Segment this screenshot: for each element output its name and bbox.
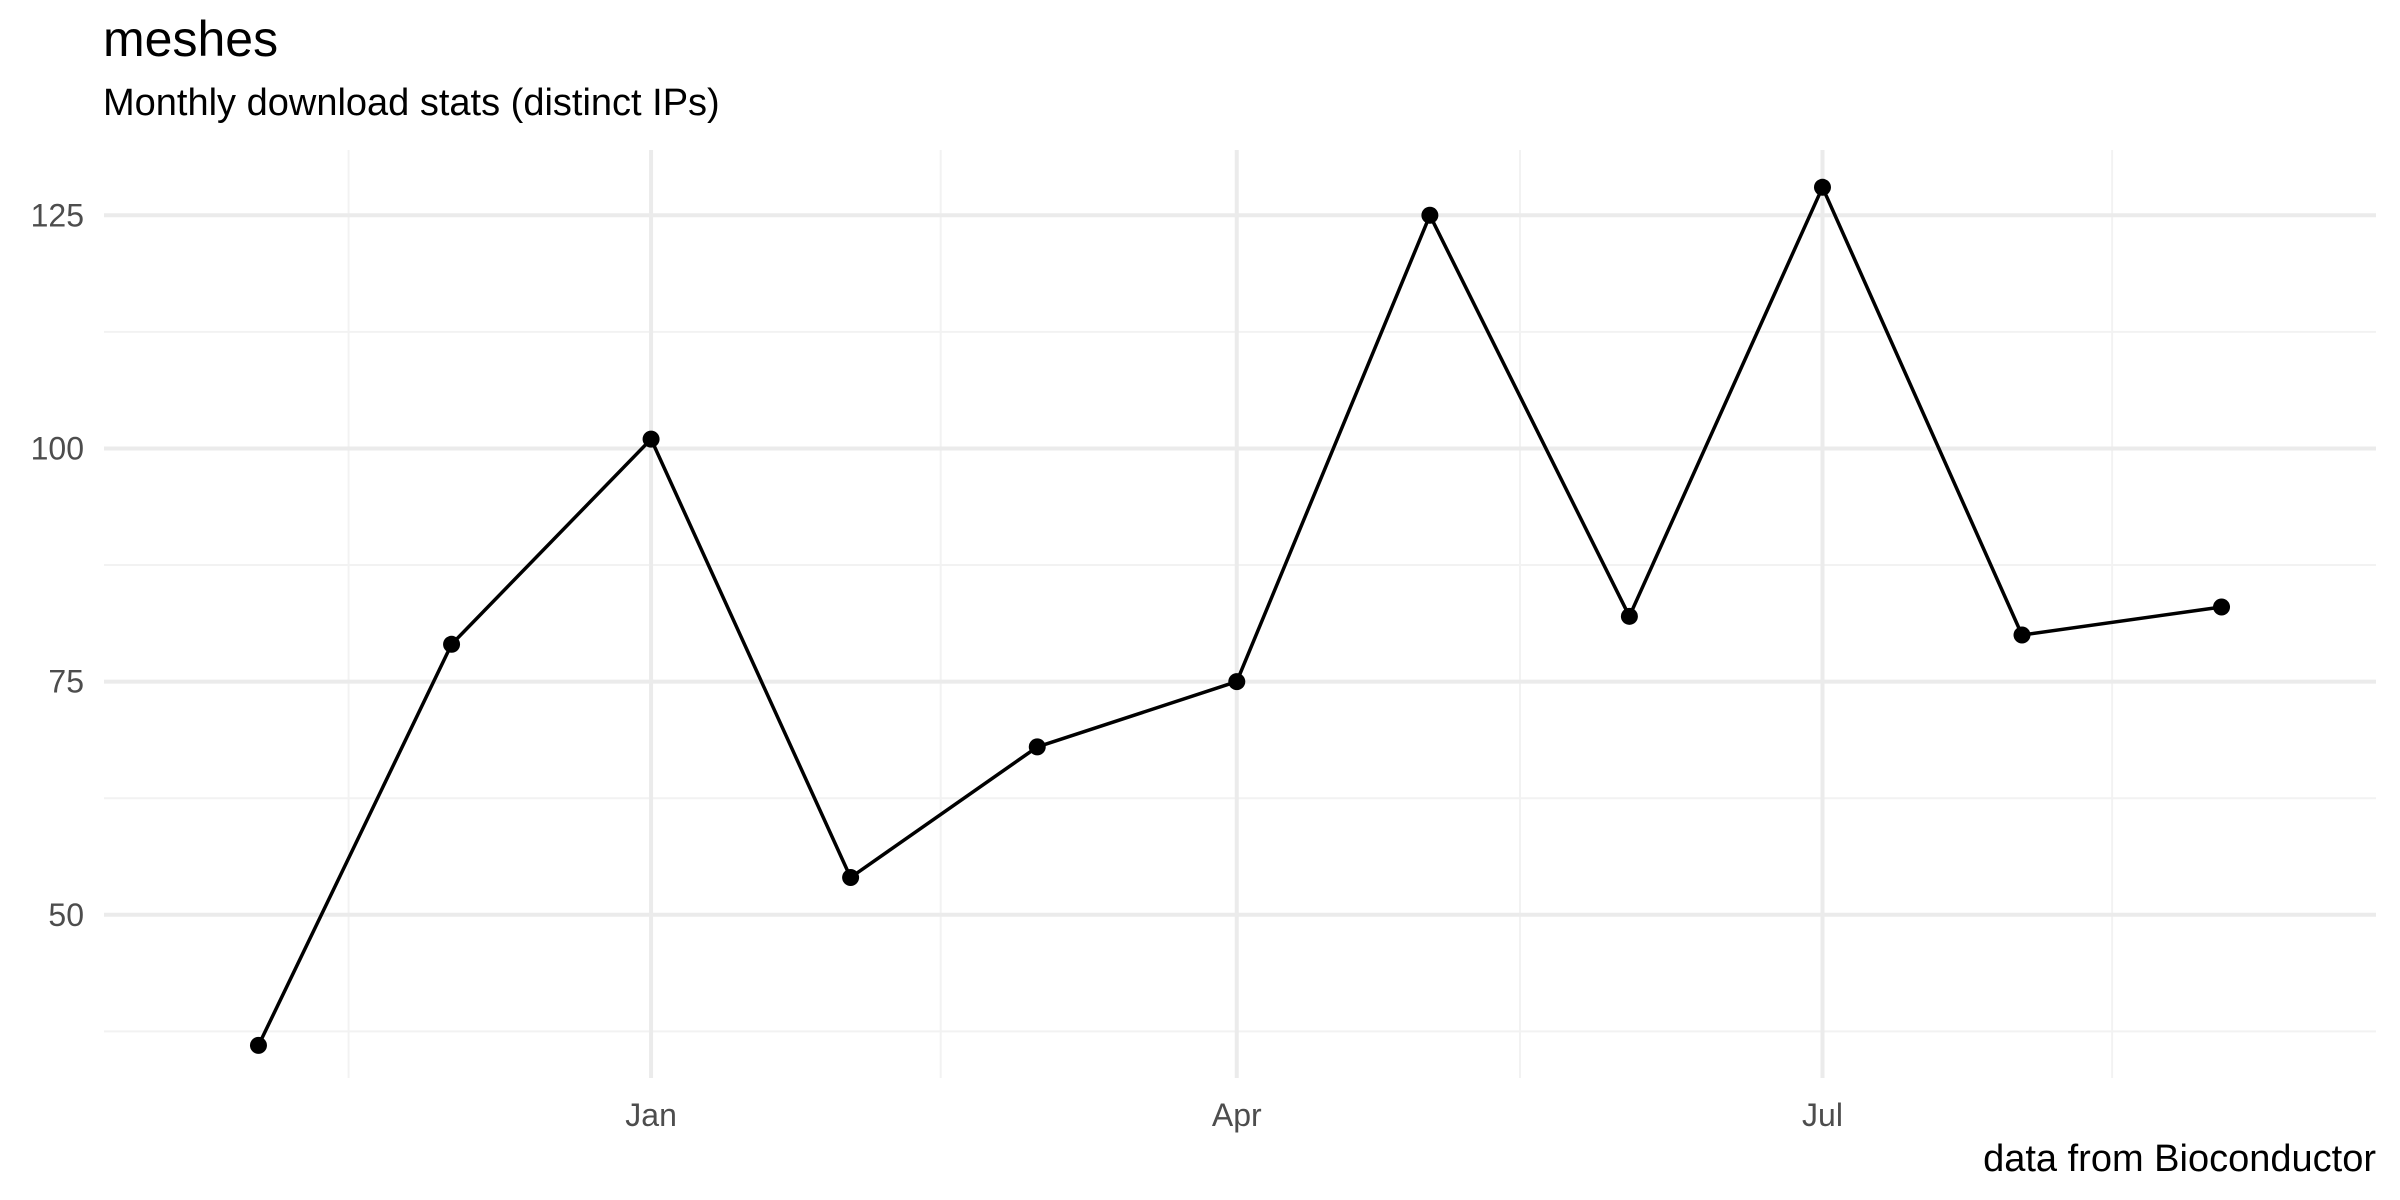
y-tick-labels: 50 75 100 125 xyxy=(31,197,84,932)
data-point xyxy=(1813,178,1831,196)
x-tick-labels: Jan Apr Jul xyxy=(625,1097,1843,1133)
grid-minor-x xyxy=(347,150,2114,1078)
data-point xyxy=(1228,673,1246,691)
y-tick-label: 100 xyxy=(31,430,84,466)
x-tick-label: Jan xyxy=(625,1097,677,1133)
data-point xyxy=(1620,607,1638,625)
series-layer xyxy=(249,178,2231,1054)
x-tick-label: Jul xyxy=(1802,1097,1843,1133)
chart-title: meshes xyxy=(103,11,279,67)
data-point xyxy=(1421,206,1439,224)
grid-minor-y xyxy=(104,330,2376,1033)
data-point xyxy=(842,868,860,886)
data-point xyxy=(249,1036,267,1054)
data-point xyxy=(2213,598,2231,616)
y-tick-label: 75 xyxy=(48,664,84,700)
chart-caption: data from Bioconductor xyxy=(1983,1138,2376,1180)
x-tick-label: Apr xyxy=(1212,1097,1262,1133)
data-point xyxy=(2013,626,2031,644)
data-point xyxy=(443,635,461,653)
grid-major-x xyxy=(649,150,1825,1078)
data-point xyxy=(642,430,660,448)
y-tick-label: 50 xyxy=(48,897,84,933)
chart-subtitle: Monthly download stats (distinct IPs) xyxy=(103,82,720,124)
data-point xyxy=(1028,738,1046,756)
y-tick-label: 125 xyxy=(31,197,84,233)
